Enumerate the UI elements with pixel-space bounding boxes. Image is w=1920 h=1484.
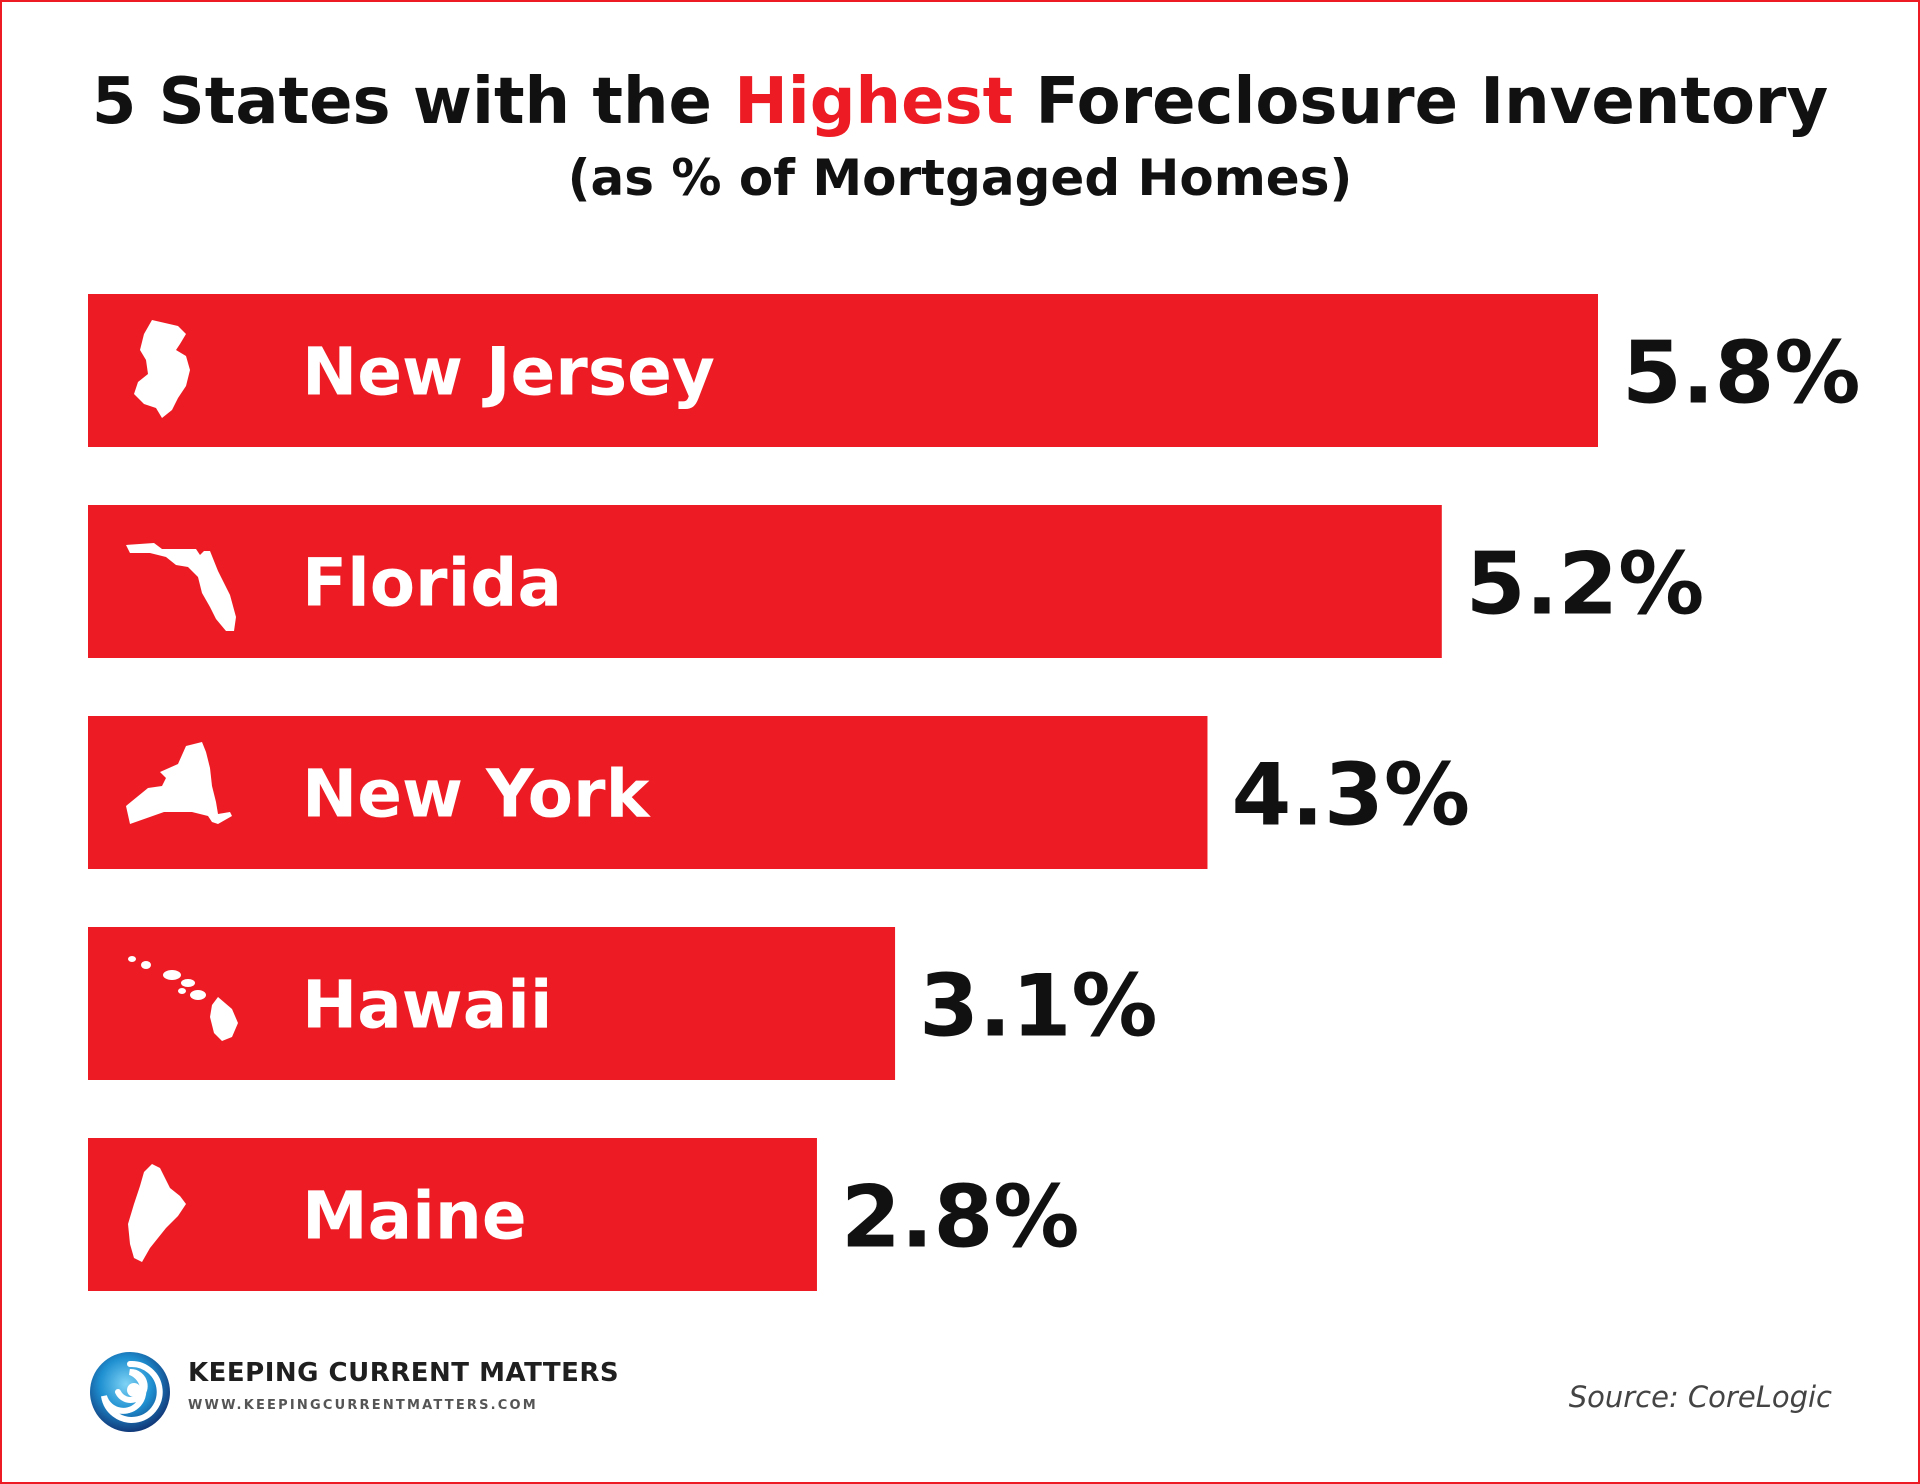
bar-row: Florida 5.2% — [88, 505, 1704, 658]
logo-name: KEEPING CURRENT MATTERS — [188, 1358, 620, 1388]
category-label: Florida — [302, 545, 562, 622]
bar-row: Maine 2.8% — [88, 1138, 1079, 1291]
source-note: Source: CoreLogic — [1568, 1380, 1832, 1414]
value-label: 4.3% — [1231, 746, 1470, 846]
category-label: New York — [302, 756, 652, 833]
swirl-logo-icon — [90, 1352, 170, 1432]
bars-layer: New Jersey 5.8% Florida 5.2% New York 4.3% Haw… — [88, 294, 1861, 1291]
value-label: 3.1% — [919, 957, 1158, 1057]
bar — [88, 1138, 817, 1291]
bar-row: New Jersey 5.8% — [88, 294, 1861, 447]
value-label: 5.8% — [1622, 324, 1861, 424]
category-label: Hawaii — [302, 967, 553, 1044]
chart-subtitle: (as % of Mortgaged Homes) — [567, 149, 1353, 207]
value-label: 5.2% — [1466, 535, 1705, 635]
logo-url: WWW.KEEPINGCURRENTMATTERS.COM — [188, 1398, 538, 1413]
title-suffix: Foreclosure Inventory — [1013, 65, 1829, 139]
bar — [88, 505, 1442, 658]
title-prefix: 5 States with the — [91, 65, 735, 139]
bar-row: New York 4.3% — [88, 716, 1470, 869]
keeping-current-matters-logo: KEEPING CURRENT MATTERS WWW.KEEPINGCURRE… — [88, 1350, 619, 1450]
category-label: New Jersey — [302, 334, 715, 411]
bar — [88, 294, 1598, 447]
category-label: Maine — [302, 1178, 527, 1255]
value-label: 2.8% — [841, 1168, 1080, 1268]
title-highlight: Highest — [734, 65, 1014, 139]
bar — [88, 716, 1208, 869]
bar-row: Hawaii 3.1% — [88, 927, 1158, 1080]
chart-title: 5 States with the Highest Foreclosure In… — [0, 62, 1920, 142]
